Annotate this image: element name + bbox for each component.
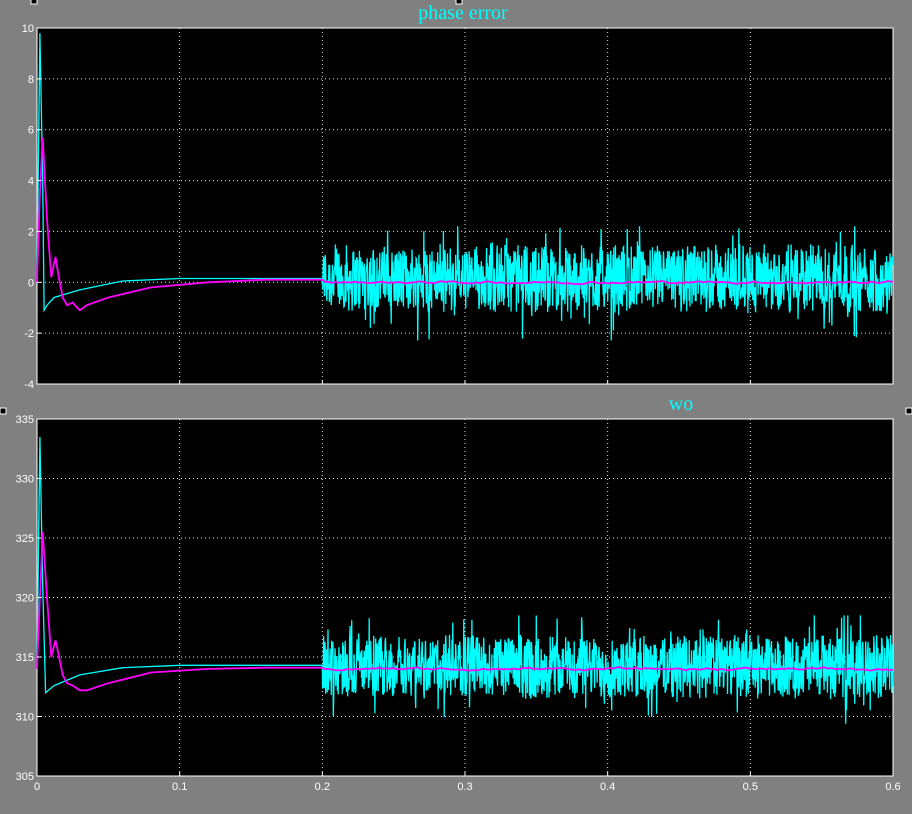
phase-error-plot-area [36, 27, 894, 385]
y-tick-label: 10 [22, 23, 34, 35]
series-line-magenta [36, 137, 894, 312]
phase-error-ticks: -4 -2 0 2 4 6 8 10 [22, 23, 894, 391]
x-tick-label: 0.5 [743, 781, 758, 793]
resize-handle[interactable] [30, 0, 38, 5]
resize-handle[interactable] [455, 0, 463, 5]
y-tick-label: 320 [16, 593, 34, 605]
y-tick-label: 310 [16, 712, 34, 724]
series-line-cyan [36, 33, 894, 341]
x-tick-label: 0.6 [885, 781, 900, 793]
wo-title: wo [669, 393, 693, 415]
y-tick-label: 315 [16, 652, 34, 664]
x-tick-label: 0.2 [315, 781, 330, 793]
x-tick-label: 0.1 [172, 781, 187, 793]
series-line-magenta [36, 531, 894, 692]
phase-error-panel: -4 -2 0 2 4 6 8 10 phase error [22, 0, 894, 391]
phase-error-series [36, 33, 894, 341]
y-tick-label: 305 [16, 771, 34, 783]
x-tick-label: 0 [34, 781, 40, 793]
phase-error-title: phase error [418, 2, 508, 24]
x-tick-label: 0.3 [457, 781, 472, 793]
y-tick-label: 4 [28, 176, 34, 188]
y-tick-label: -2 [24, 328, 34, 340]
x-tick-label: 0.4 [600, 781, 615, 793]
y-tick-label: 330 [16, 474, 34, 486]
y-tick-label: 0 [28, 277, 34, 289]
y-tick-label: 2 [28, 226, 34, 238]
y-tick-label: 335 [16, 414, 34, 426]
resize-handle[interactable] [905, 407, 912, 415]
wo-panel: 0 0.1 0.2 0.3 0.4 0.5 0.6 305 310 315 320 325 330 335… [0, 393, 912, 793]
y-tick-label: 8 [28, 74, 34, 86]
wo-ticks: 0 0.1 0.2 0.3 0.4 0.5 0.6 305 310 315 320 325 330 335 [16, 414, 901, 793]
series-line-cyan [36, 436, 894, 724]
y-tick-label: -4 [24, 379, 34, 391]
wo-series [36, 436, 894, 724]
y-tick-label: 6 [28, 125, 34, 137]
y-tick-label: 325 [16, 533, 34, 545]
resize-handle[interactable] [0, 407, 7, 415]
